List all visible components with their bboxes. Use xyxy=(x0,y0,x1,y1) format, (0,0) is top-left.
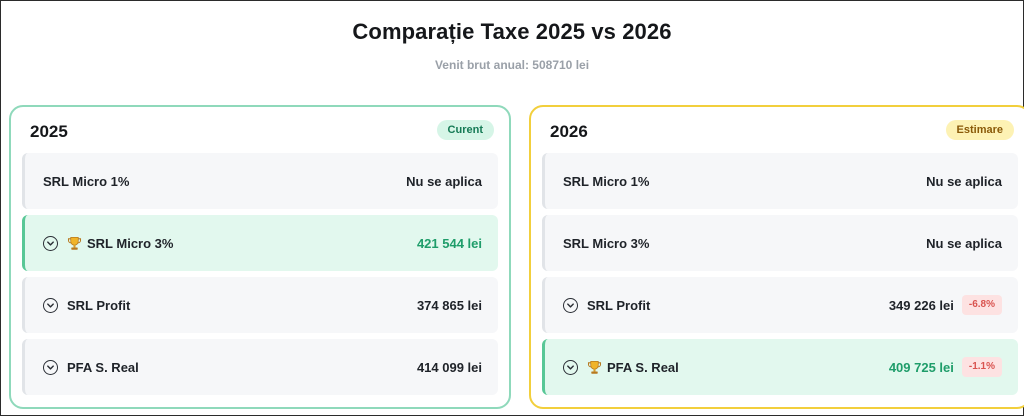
card-header: 2026 Estimare xyxy=(542,107,1018,153)
tax-row-srl-micro-1: SRL Micro 1% Nu se aplica xyxy=(22,153,498,209)
delta-badge: -1.1% xyxy=(961,357,1002,377)
row-value: Nu se aplica xyxy=(926,173,1002,189)
card-year: 2025 xyxy=(30,122,68,141)
trophy-icon xyxy=(587,360,602,375)
chevron-down-icon[interactable] xyxy=(563,297,578,313)
row-value: 409 725 lei xyxy=(888,359,954,375)
tax-row-pfa-real[interactable]: PFA S. Real 414 099 lei xyxy=(22,339,498,395)
tax-row-pfa-real[interactable]: PFA S. Real 409 725 lei -1.1% xyxy=(542,339,1018,395)
row-label: SRL Micro 3% xyxy=(87,235,174,251)
chevron-down-icon[interactable] xyxy=(43,235,58,251)
page-header: Comparație Taxe 2025 vs 2026 Venit brut … xyxy=(1,19,1023,72)
tax-row-srl-profit[interactable]: SRL Profit 349 226 lei -6.8% xyxy=(542,277,1018,333)
card-2025: 2025 Curent SRL Micro 1% Nu se aplica SR… xyxy=(9,105,511,409)
row-label: PFA S. Real xyxy=(67,359,139,375)
chevron-down-icon[interactable] xyxy=(563,359,578,375)
row-value: 421 544 lei xyxy=(416,235,482,251)
tax-row-srl-micro-3: SRL Micro 3% Nu se aplica xyxy=(542,215,1018,271)
card-year: 2026 xyxy=(550,122,588,141)
tax-row-srl-micro-3[interactable]: SRL Micro 3% 421 544 lei xyxy=(22,215,498,271)
row-label: SRL Micro 3% xyxy=(563,235,650,251)
card-header: 2025 Curent xyxy=(22,107,498,153)
row-label: SRL Micro 1% xyxy=(43,173,130,189)
trophy-icon xyxy=(67,236,82,251)
status-badge: Curent xyxy=(436,120,494,140)
tax-row-srl-micro-1: SRL Micro 1% Nu se aplica xyxy=(542,153,1018,209)
card-2026: 2026 Estimare SRL Micro 1% Nu se aplica … xyxy=(529,105,1024,409)
chevron-down-icon[interactable] xyxy=(43,297,58,313)
status-badge: Estimare xyxy=(945,120,1014,140)
row-label: SRL Profit xyxy=(67,297,131,313)
row-value: Nu se aplica xyxy=(406,173,482,189)
tax-row-srl-profit[interactable]: SRL Profit 374 865 lei xyxy=(22,277,498,333)
row-label: SRL Micro 1% xyxy=(563,173,650,189)
chevron-down-icon[interactable] xyxy=(43,359,58,375)
delta-badge: -6.8% xyxy=(961,295,1002,315)
row-value: 349 226 lei xyxy=(888,297,954,313)
row-label: SRL Profit xyxy=(587,297,651,313)
gross-income-subtitle: Venit brut anual: 508710 lei xyxy=(434,58,590,72)
row-value: 414 099 lei xyxy=(416,359,482,375)
row-value: 374 865 lei xyxy=(416,297,482,313)
page-title: Comparație Taxe 2025 vs 2026 xyxy=(352,19,672,44)
row-value: Nu se aplica xyxy=(926,235,1002,251)
row-label: PFA S. Real xyxy=(607,359,679,375)
